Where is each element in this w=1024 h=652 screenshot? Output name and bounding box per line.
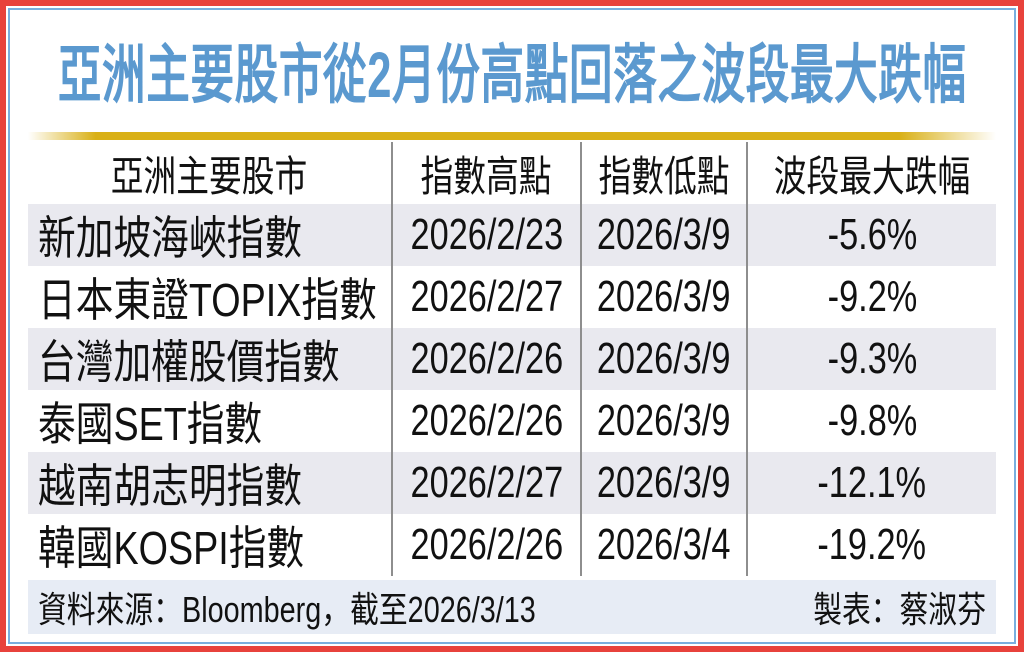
market-cell: 越南胡志明指數 <box>28 452 391 514</box>
page-title: 亞洲主要股市從2月份高點回落之波段最大跌幅 <box>57 39 967 111</box>
index-high-cell: 2026/2/26 <box>391 328 580 390</box>
index-low-value: 2026/3/9 <box>597 334 731 383</box>
header-index-low: 指數低點 <box>580 142 746 204</box>
index-high-value: 2026/2/26 <box>410 396 563 445</box>
index-high-value: 2026/2/23 <box>410 210 563 259</box>
max-drop-value: -9.3% <box>827 334 917 383</box>
index-low-cell: 2026/3/9 <box>580 452 746 514</box>
index-high-value: 2026/2/27 <box>410 272 563 321</box>
header-max-drop-label: 波段最大跌幅 <box>773 152 971 200</box>
inner-blue-frame <box>8 8 1016 644</box>
max-drop-value: -9.8% <box>827 396 917 445</box>
index-low-value: 2026/3/4 <box>597 520 731 569</box>
index-high-cell: 2026/2/27 <box>391 452 580 514</box>
table-row: 韓國KOSPI指數 2026/2/26 2026/3/4 -19.2% <box>28 514 996 576</box>
header-market: 亞洲主要股市 <box>28 142 391 204</box>
index-low-cell: 2026/3/9 <box>580 266 746 328</box>
market-name: 台灣加權股價指數 <box>38 336 340 388</box>
index-high-cell: 2026/2/27 <box>391 266 580 328</box>
market-cell: 泰國SET指數 <box>28 390 391 452</box>
market-name: 新加坡海峽指數 <box>38 212 303 264</box>
index-low-value: 2026/3/9 <box>597 396 731 445</box>
index-low-cell: 2026/3/9 <box>580 328 746 390</box>
index-low-value: 2026/3/9 <box>597 210 731 259</box>
market-name: 越南胡志明指數 <box>38 460 303 512</box>
market-cell: 日本東證TOPIX指數 <box>28 266 391 328</box>
table-header-row: 亞洲主要股市 指數高點 指數低點 波段最大跌幅 <box>28 142 996 204</box>
header-index-high: 指數高點 <box>391 142 580 204</box>
market-name: 泰國SET指數 <box>38 398 263 450</box>
max-drop-value: -5.6% <box>827 210 917 259</box>
header-index-high-label: 指數高點 <box>420 152 553 200</box>
table-row: 日本東證TOPIX指數 2026/2/27 2026/3/9 -9.2% <box>28 266 996 328</box>
table-row: 新加坡海峽指數 2026/2/23 2026/3/9 -5.6% <box>28 204 996 266</box>
max-drop-value: -19.2% <box>817 520 927 569</box>
header-max-drop: 波段最大跌幅 <box>746 142 996 204</box>
max-drop-cell: -19.2% <box>746 514 996 576</box>
header-market-label: 亞洲主要股市 <box>111 152 308 200</box>
index-low-cell: 2026/3/9 <box>580 390 746 452</box>
market-name: 日本東證TOPIX指數 <box>38 274 377 326</box>
index-high-cell: 2026/2/26 <box>391 514 580 576</box>
max-drop-cell: -5.6% <box>746 204 996 266</box>
header-index-low-label: 指數低點 <box>598 152 730 200</box>
max-drop-cell: -12.1% <box>746 452 996 514</box>
index-high-value: 2026/2/26 <box>410 520 563 569</box>
max-drop-value: -12.1% <box>817 458 927 507</box>
index-high-cell: 2026/2/23 <box>391 204 580 266</box>
market-cell: 台灣加權股價指數 <box>28 328 391 390</box>
index-high-cell: 2026/2/26 <box>391 390 580 452</box>
max-drop-cell: -9.3% <box>746 328 996 390</box>
market-cell: 新加坡海峽指數 <box>28 204 391 266</box>
table-row: 台灣加權股價指數 2026/2/26 2026/3/9 -9.3% <box>28 328 996 390</box>
index-low-cell: 2026/3/9 <box>580 204 746 266</box>
market-name: 韓國KOSPI指數 <box>38 522 305 574</box>
index-high-value: 2026/2/27 <box>410 458 563 507</box>
market-decline-table: 亞洲主要股市 指數高點 指數低點 波段最大跌幅 新加坡海峽指數 2026/2/2… <box>28 142 996 576</box>
credit-note: 製表：蔡淑芬 <box>813 589 986 630</box>
table-row: 越南胡志明指數 2026/2/27 2026/3/9 -12.1% <box>28 452 996 514</box>
max-drop-value: -9.2% <box>827 272 917 321</box>
footer-bar: 資料來源：Bloomberg，截至2026/3/13 製表：蔡淑芬 <box>28 580 996 634</box>
max-drop-cell: -9.2% <box>746 266 996 328</box>
max-drop-cell: -9.8% <box>746 390 996 452</box>
index-low-value: 2026/3/9 <box>597 458 731 507</box>
index-high-value: 2026/2/26 <box>410 334 563 383</box>
table-row: 泰國SET指數 2026/2/26 2026/3/9 -9.8% <box>28 390 996 452</box>
yellow-divider <box>28 132 996 140</box>
title-bar: 亞洲主要股市從2月份高點回落之波段最大跌幅 <box>16 18 1008 122</box>
source-note: 資料來源：Bloomberg，截至2026/3/13 <box>38 589 536 630</box>
market-cell: 韓國KOSPI指數 <box>28 514 391 576</box>
index-low-value: 2026/3/9 <box>597 272 731 321</box>
index-low-cell: 2026/3/4 <box>580 514 746 576</box>
